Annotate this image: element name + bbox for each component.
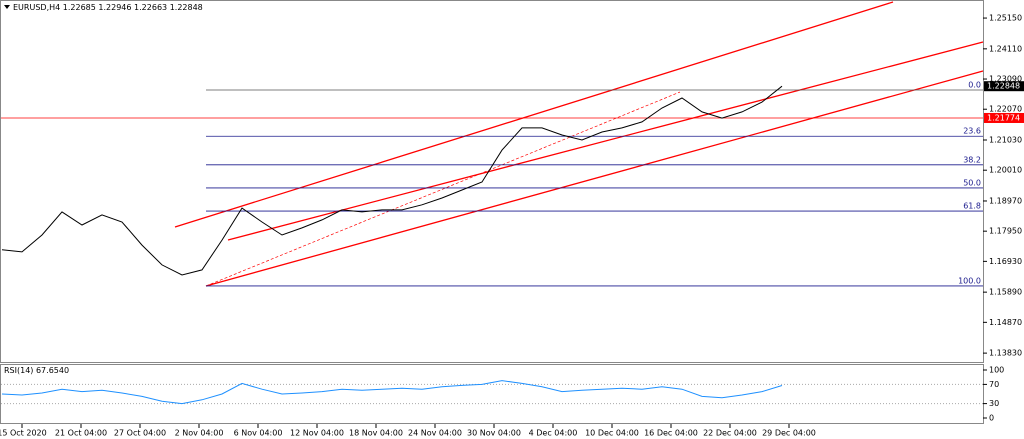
last-price-box bbox=[984, 81, 1024, 92]
y-tick-label: 1.17950 bbox=[989, 227, 1022, 236]
price-label: 1.21774 bbox=[987, 113, 1020, 122]
x-tick-label: 24 Nov 04:00 bbox=[408, 429, 462, 438]
price-box bbox=[984, 112, 1024, 123]
y-tick-label: 1.18970 bbox=[989, 196, 1022, 205]
y-tick-label: 70 bbox=[989, 380, 999, 389]
fib-label: 100.0 bbox=[958, 276, 981, 285]
fib-label: 0.0 bbox=[968, 80, 981, 89]
header: EURUSD,H4 1.22685 1.22946 1.22663 1.2284… bbox=[13, 3, 203, 12]
y-tick-label: 1.15890 bbox=[989, 288, 1022, 297]
price-line-series bbox=[1, 85, 783, 276]
y-tick-label: 1.16930 bbox=[989, 257, 1022, 266]
fib-label: 50.0 bbox=[963, 178, 981, 187]
y-tick-label: 1.21030 bbox=[989, 136, 1022, 145]
fib-trend bbox=[205, 91, 681, 287]
channel-bottom bbox=[205, 70, 984, 287]
x-tick-label: 12 Nov 04:00 bbox=[290, 429, 344, 438]
last-price-label: 1.22848 bbox=[987, 82, 1020, 91]
menu-arrow[interactable] bbox=[4, 5, 10, 9]
channel-middle bbox=[227, 41, 984, 241]
x-tick-label: 18 Nov 04:00 bbox=[349, 429, 403, 438]
x-tick-label: 6 Nov 04:00 bbox=[234, 429, 283, 438]
channel-top bbox=[174, 1, 894, 228]
y-tick-label: 0 bbox=[989, 414, 994, 423]
x-tick-label: 15 Oct 2020 bbox=[0, 429, 47, 438]
y-tick-label: 100 bbox=[989, 366, 1004, 375]
fib-label: 38.2 bbox=[963, 155, 981, 164]
x-tick-label: 21 Oct 04:00 bbox=[55, 429, 107, 438]
y-tick-label: 1.22070 bbox=[989, 105, 1022, 114]
x-tick-label: 27 Oct 04:00 bbox=[114, 429, 166, 438]
rsi-panel bbox=[0, 364, 984, 424]
y-tick-label: 1.13830 bbox=[989, 349, 1022, 358]
fib-label: 23.6 bbox=[963, 127, 981, 136]
y-tick-label: 1.20010 bbox=[989, 166, 1022, 175]
fib-label: 61.8 bbox=[963, 202, 981, 211]
y-tick-label: 1.25150 bbox=[989, 14, 1022, 23]
x-tick-label: 22 Dec 04:00 bbox=[703, 429, 757, 438]
price-line-series bbox=[1, 380, 783, 405]
rsi-title: RSI(14) 67.6540 bbox=[4, 366, 69, 375]
x-tick-label: 16 Dec 04:00 bbox=[644, 429, 698, 438]
x-tick-label: 10 Dec 04:00 bbox=[585, 429, 639, 438]
x-tick-label: 4 Dec 04:00 bbox=[529, 429, 578, 438]
x-tick-label: 29 Dec 04:00 bbox=[762, 429, 816, 438]
x-tick-label: 2 Nov 04:00 bbox=[175, 429, 224, 438]
y-tick-label: 1.24110 bbox=[989, 44, 1022, 53]
x-tick-label: 30 Nov 04:00 bbox=[467, 429, 521, 438]
y-tick-label: 30 bbox=[989, 399, 999, 408]
main-panel bbox=[0, 0, 984, 363]
y-tick-label: 1.14870 bbox=[989, 318, 1022, 327]
channel bbox=[174, 1, 984, 287]
y-tick-label: 1.23090 bbox=[989, 75, 1022, 84]
